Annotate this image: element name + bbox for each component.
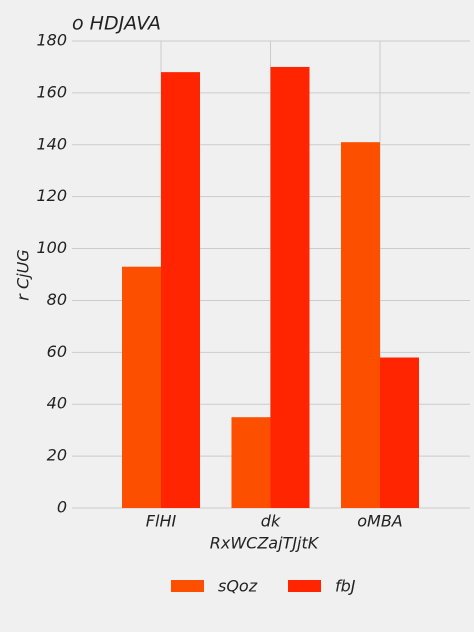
legend-swatch: [288, 580, 321, 592]
bar: [122, 266, 161, 508]
bar: [231, 417, 271, 508]
x-tick-label: oMBA: [357, 512, 403, 531]
x-tick-label: FlHI: [146, 512, 177, 531]
y-tick-label: 40: [47, 394, 67, 413]
bar: [380, 357, 419, 508]
bar: [270, 66, 310, 508]
chart-title: o HDJAVA: [72, 13, 161, 35]
y-tick-label: 60: [47, 342, 67, 361]
y-tick-label: 20: [47, 446, 67, 465]
y-tick-label: 180: [36, 31, 67, 50]
y-tick-label: 100: [36, 238, 67, 257]
y-tick-label: 140: [36, 134, 67, 153]
bar: [341, 142, 380, 508]
legend-swatch: [171, 580, 204, 592]
y-tick-label: 80: [47, 290, 67, 309]
x-tick-label: dk: [261, 512, 281, 531]
y-axis-label: r CjUG: [14, 249, 33, 300]
legend-label: sQoz: [218, 577, 258, 596]
y-tick-label: 120: [36, 186, 67, 205]
y-tick-label: 160: [36, 82, 67, 101]
legend-label: fbJ: [335, 577, 356, 596]
x-axis-label: RxWCZajTJjtK: [210, 534, 320, 553]
bar: [161, 72, 200, 508]
y-tick-label: 0: [57, 498, 67, 517]
